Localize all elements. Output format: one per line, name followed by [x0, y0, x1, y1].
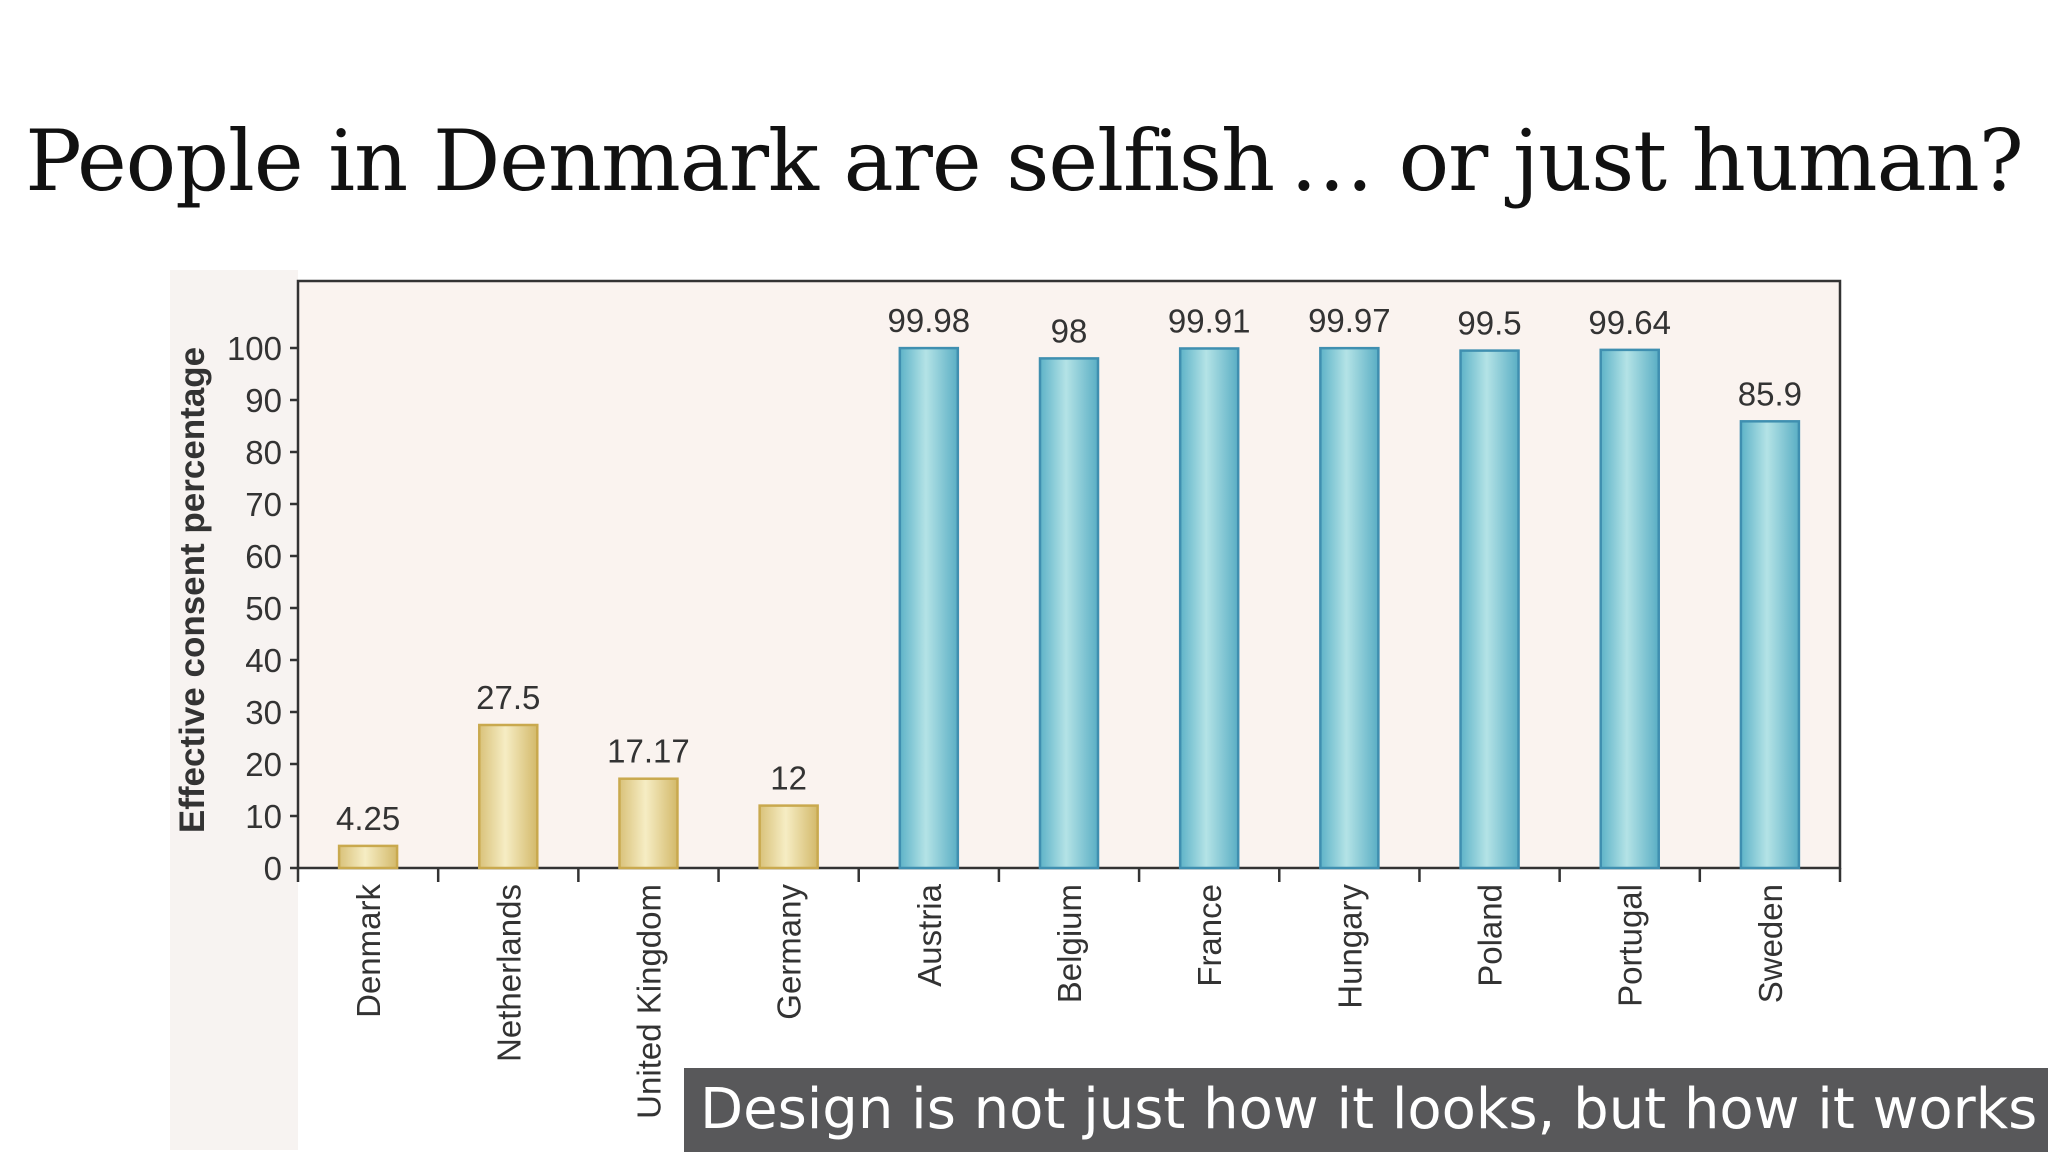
- bars: [337, 346, 1801, 870]
- data-label: 99.97: [1308, 302, 1391, 339]
- data-label: 12: [770, 760, 807, 797]
- data-label: 99.91: [1168, 302, 1251, 339]
- bar-germany: [758, 804, 819, 870]
- caption-text: Design is not just how it looks, but how…: [700, 1077, 2038, 1142]
- category-label: Poland: [1472, 884, 1509, 987]
- y-tick-label: 20: [245, 746, 282, 783]
- y-tick-label: 10: [245, 798, 282, 835]
- bar-hungary: [1319, 346, 1380, 870]
- data-label: 4.25: [336, 800, 400, 837]
- category-label: France: [1191, 884, 1228, 987]
- bar-sweden: [1739, 420, 1801, 870]
- bar-portugal: [1599, 348, 1660, 870]
- category-label: Hungary: [1331, 884, 1368, 1009]
- bar-netherlands: [478, 723, 539, 870]
- y-axis-title: Effective consent percentage: [173, 347, 212, 833]
- y-tick-label: 100: [227, 330, 282, 367]
- category-label: United Kingdom: [630, 884, 667, 1119]
- data-label: 98: [1051, 312, 1088, 349]
- y-tick-label: 60: [245, 538, 282, 575]
- y-tick-label: 50: [245, 590, 282, 627]
- y-tick-label: 80: [245, 434, 282, 471]
- y-tick-label: 30: [245, 694, 282, 731]
- data-label: 17.17: [607, 733, 690, 770]
- y-tick-label: 40: [245, 642, 282, 679]
- slide-title: People in Denmark are selfish … or just …: [25, 112, 2024, 210]
- bar-france: [1178, 347, 1240, 870]
- bar-austria: [898, 346, 960, 870]
- data-labels: 4.25 27.5 17.17 12 99.98 98 99.91 99.97 99.5 99.6…: [336, 302, 1802, 837]
- category-label: Belgium: [1051, 884, 1088, 1003]
- data-label: 27.5: [476, 679, 540, 716]
- y-tick-label: 0: [264, 850, 282, 887]
- y-axis: 0 10 20 30 40 50 60 70 80 90 100: [227, 330, 298, 887]
- category-label: Germany: [771, 884, 808, 1020]
- category-labels: Denmark Netherlands United Kingdom Germany A…: [350, 883, 1789, 1118]
- bar-poland: [1459, 349, 1520, 870]
- category-label: Sweden: [1752, 884, 1789, 1003]
- category-label: Denmark: [350, 884, 387, 1018]
- category-label: Austria: [911, 883, 948, 986]
- data-label: 99.98: [888, 302, 971, 339]
- data-label: 99.5: [1457, 305, 1521, 342]
- data-label: 99.64: [1588, 304, 1671, 341]
- x-axis: [296, 868, 1842, 882]
- bar-united-kingdom: [618, 777, 679, 870]
- chart-left-background: [170, 270, 298, 1150]
- bar-belgium: [1038, 357, 1100, 870]
- data-label: 85.9: [1738, 375, 1802, 412]
- y-tick-label: 90: [245, 382, 282, 419]
- y-tick-label: 70: [245, 486, 282, 523]
- bar-denmark: [337, 844, 399, 870]
- category-label: Portugal: [1612, 884, 1649, 1007]
- caption-bar: Design is not just how it looks, but how…: [684, 1068, 2048, 1152]
- category-label: Netherlands: [490, 884, 527, 1062]
